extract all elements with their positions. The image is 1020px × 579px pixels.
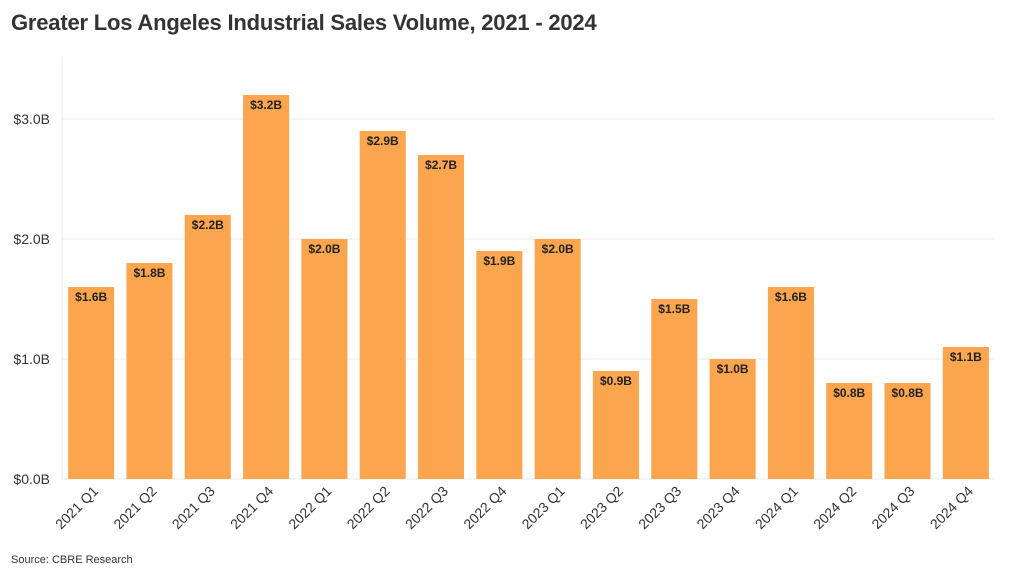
x-tick-label: 2021 Q2 [110, 483, 159, 532]
bar [184, 215, 231, 479]
data-label: $2.2B [192, 218, 224, 232]
x-tick-label: 2021 Q1 [52, 483, 101, 532]
x-tick-label: 2024 Q1 [752, 483, 801, 532]
bar [534, 239, 581, 479]
bar [709, 359, 756, 479]
bars [68, 95, 989, 479]
data-label: $1.5B [658, 302, 690, 316]
data-label: $2.7B [425, 158, 457, 172]
bar [417, 155, 465, 479]
x-tick-label: 2024 Q2 [810, 483, 859, 532]
source-note: Source: CBRE Research [11, 554, 133, 566]
x-tick-label: 2024 Q4 [927, 483, 976, 532]
bar [826, 383, 873, 479]
data-label: $3.2B [250, 98, 282, 112]
x-tick-label: 2022 Q1 [285, 483, 334, 532]
x-tick-label: 2023 Q1 [518, 483, 567, 532]
x-tick-label: 2021 Q3 [169, 483, 218, 532]
x-tick-label: 2022 Q4 [460, 483, 509, 532]
x-tick-label: 2024 Q3 [868, 483, 917, 532]
data-labels: $1.6B $1.8B $2.2B $3.2B $2.0B $2.9B $2.7B $1.9B… [75, 98, 982, 400]
bar [651, 299, 698, 479]
data-label: $2.9B [367, 134, 399, 148]
data-label: $1.9B [483, 254, 515, 268]
data-label: $2.0B [542, 242, 574, 256]
bar [942, 347, 989, 479]
x-axis: 2021 Q1 2021 Q2 2021 Q3 2021 Q4 2022 Q1 2022 … [52, 483, 976, 532]
y-tick-label: $0.0B [13, 471, 50, 487]
data-label: $1.0B [717, 362, 749, 376]
y-axis: $0.0B $1.0B $2.0B $3.0B [13, 57, 63, 487]
data-label: $1.1B [950, 350, 982, 364]
data-label: $2.0B [308, 242, 340, 256]
bar [476, 251, 523, 479]
x-tick-label: 2023 Q2 [577, 483, 626, 532]
x-tick-label: 2022 Q2 [344, 483, 393, 532]
x-tick-label: 2022 Q3 [402, 483, 451, 532]
data-label: $0.9B [600, 374, 632, 388]
data-label: $0.8B [833, 386, 865, 400]
bar [68, 287, 115, 479]
y-tick-label: $3.0B [13, 111, 50, 127]
x-tick-label: 2021 Q4 [227, 483, 276, 532]
y-tick-label: $1.0B [13, 351, 50, 367]
data-label: $1.6B [75, 290, 107, 304]
bar [243, 95, 290, 479]
bar [126, 263, 173, 479]
bar [592, 371, 640, 479]
bar [767, 287, 814, 479]
chart-title: Greater Los Angeles Industrial Sales Vol… [11, 10, 597, 35]
data-label: $0.8B [892, 386, 924, 400]
x-tick-label: 2023 Q4 [693, 483, 742, 532]
data-label: $1.8B [133, 266, 165, 280]
bar [884, 383, 931, 479]
data-label: $1.6B [775, 290, 807, 304]
x-tick-label: 2023 Q3 [635, 483, 684, 532]
bar [301, 239, 348, 479]
bar [359, 131, 406, 479]
y-tick-label: $2.0B [13, 231, 50, 247]
